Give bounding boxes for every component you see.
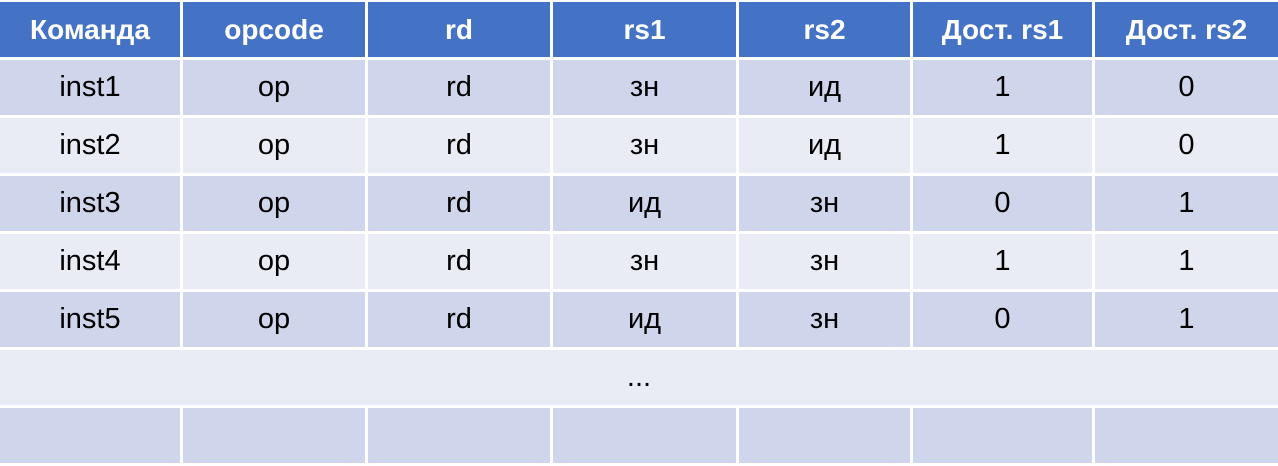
table-cell: 0 <box>1095 60 1278 115</box>
table-cell-empty <box>739 408 910 463</box>
table-row-inst2: inst2 op rd зн ид 1 0 <box>0 118 1278 173</box>
table-cell: rd <box>368 60 550 115</box>
table-cell: ид <box>553 176 736 231</box>
table-cell-empty <box>553 408 736 463</box>
table-cell: 0 <box>1095 118 1278 173</box>
table-row-inst5: inst5 op rd ид зн 0 1 <box>0 292 1278 347</box>
table-cell: 1 <box>1095 176 1278 231</box>
table-cell: op <box>183 234 365 289</box>
table-cell: зн <box>553 234 736 289</box>
table-cell: inst2 <box>0 118 180 173</box>
table-cell: rd <box>368 234 550 289</box>
table-row-inst1: inst1 op rd зн ид 1 0 <box>0 60 1278 115</box>
table-cell: op <box>183 176 365 231</box>
table-cell: ид <box>739 60 910 115</box>
table-cell: зн <box>739 234 910 289</box>
column-header-opcode: opcode <box>183 2 365 57</box>
table-cell: 0 <box>913 176 1092 231</box>
column-header-dost-rs2: Дост. rs2 <box>1095 2 1278 57</box>
column-header-rd: rd <box>368 2 550 57</box>
table-cell: зн <box>553 118 736 173</box>
table-cell: inst3 <box>0 176 180 231</box>
table-cell: 0 <box>913 292 1092 347</box>
table-cell: rd <box>368 176 550 231</box>
table-cell: 1 <box>1095 292 1278 347</box>
column-header-rs1: rs1 <box>553 2 736 57</box>
empty-row <box>0 408 1278 463</box>
table-cell: op <box>183 60 365 115</box>
table-cell: inst5 <box>0 292 180 347</box>
table-cell: rd <box>368 118 550 173</box>
table-cell-empty <box>0 408 180 463</box>
table-header-row: Команда opcode rd rs1 rs2 Дост. rs1 Дост… <box>0 2 1278 57</box>
column-header-rs2: rs2 <box>739 2 910 57</box>
table-cell: зн <box>739 292 910 347</box>
column-header-komanda: Команда <box>0 2 180 57</box>
table-cell: ид <box>553 292 736 347</box>
ellipsis-row: ... <box>0 350 1278 405</box>
table-row-inst4: inst4 op rd зн зн 1 1 <box>0 234 1278 289</box>
table-cell: op <box>183 118 365 173</box>
table-cell: 1 <box>913 234 1092 289</box>
table-cell: зн <box>553 60 736 115</box>
table-cell: 1 <box>913 60 1092 115</box>
table-cell: op <box>183 292 365 347</box>
column-header-dost-rs1: Дост. rs1 <box>913 2 1092 57</box>
table-cell: 1 <box>913 118 1092 173</box>
table-cell-empty <box>368 408 550 463</box>
table-cell: inst4 <box>0 234 180 289</box>
table-cell-empty <box>913 408 1092 463</box>
ellipsis-text: ... <box>0 350 1278 405</box>
table-row-inst3: inst3 op rd ид зн 0 1 <box>0 176 1278 231</box>
table-cell: inst1 <box>0 60 180 115</box>
table-cell-empty <box>183 408 365 463</box>
table-cell-empty <box>1095 408 1278 463</box>
table-cell: 1 <box>1095 234 1278 289</box>
table-cell: зн <box>739 176 910 231</box>
table-cell: ид <box>739 118 910 173</box>
table-cell: rd <box>368 292 550 347</box>
